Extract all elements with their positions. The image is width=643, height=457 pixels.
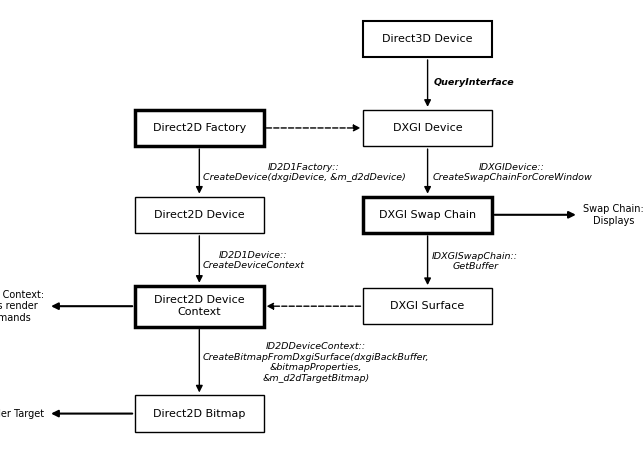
Text: Swap Chain:
Displays: Swap Chain: Displays — [583, 204, 643, 226]
Text: DXGI Swap Chain: DXGI Swap Chain — [379, 210, 476, 220]
Text: Device Context:
Issues render
commands: Device Context: Issues render commands — [0, 290, 44, 323]
Bar — [363, 288, 492, 324]
Text: Direct2D Device
Context: Direct2D Device Context — [154, 295, 244, 317]
Bar — [135, 395, 264, 432]
Text: DXGI Device: DXGI Device — [393, 123, 462, 133]
Bar — [363, 197, 492, 233]
Bar — [363, 110, 492, 146]
Bar — [135, 286, 264, 327]
Text: Direct2D Factory: Direct2D Factory — [152, 123, 246, 133]
Text: IDXGISwapChain::
GetBuffer: IDXGISwapChain:: GetBuffer — [432, 252, 518, 271]
Text: Direct2D Bitmap: Direct2D Bitmap — [153, 409, 246, 419]
Text: ID2DDeviceContext::
CreateBitmapFromDxgiSurface(dxgiBackBuffer,
&bitmapPropertie: ID2DDeviceContext:: CreateBitmapFromDxgi… — [203, 342, 429, 383]
Text: Render Target: Render Target — [0, 409, 44, 419]
Text: QueryInterface: QueryInterface — [434, 78, 515, 87]
Text: Direct3D Device: Direct3D Device — [383, 34, 473, 44]
Text: Direct2D Device: Direct2D Device — [154, 210, 244, 220]
Bar — [135, 197, 264, 233]
Text: ID2D1Device::
CreateDeviceContext: ID2D1Device:: CreateDeviceContext — [203, 251, 305, 270]
Bar — [135, 110, 264, 146]
Text: ID2D1Factory::
CreateDevice(dxgiDevice, &m_d2dDevice): ID2D1Factory:: CreateDevice(dxgiDevice, … — [203, 163, 406, 182]
Bar — [363, 21, 492, 57]
Text: DXGI Surface: DXGI Surface — [390, 301, 465, 311]
Text: IDXGIDevice::
CreateSwapChainForCoreWindow: IDXGIDevice:: CreateSwapChainForCoreWind… — [432, 163, 592, 182]
